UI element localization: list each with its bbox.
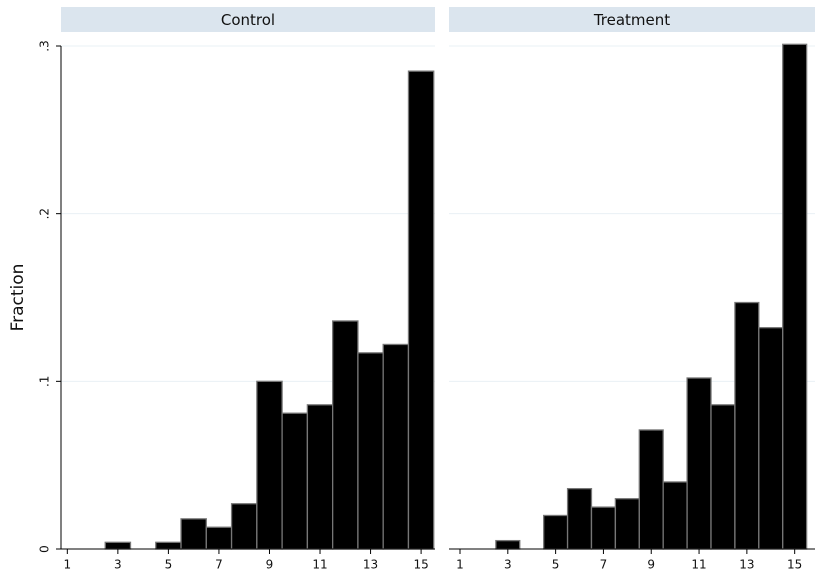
x-tick-label: 9 (647, 558, 655, 572)
x-tick-label: 13 (363, 558, 378, 572)
bar (230, 503, 258, 550)
x-tick-label: 5 (552, 558, 560, 572)
bar (332, 320, 359, 550)
bar (104, 541, 132, 550)
x-tick-label: 3 (504, 558, 512, 572)
y-tick-label: .3 (38, 40, 52, 51)
bar (782, 43, 808, 550)
x-tick-label: 3 (114, 558, 122, 572)
bar (155, 541, 182, 550)
bar (382, 343, 410, 550)
bar (590, 506, 617, 550)
panel-title: Control (221, 11, 275, 29)
bar (281, 412, 309, 550)
bar (543, 514, 569, 550)
bar (407, 70, 435, 550)
bar (614, 498, 640, 550)
x-tick-label: 15 (787, 558, 802, 572)
x-tick-label: 7 (215, 558, 223, 572)
x-tick-label: 7 (600, 558, 608, 572)
bar (256, 380, 283, 550)
x-tick-label: 5 (165, 558, 173, 572)
x-tick-label: 1 (456, 558, 464, 572)
x-tick-label: 13 (739, 558, 754, 572)
panel-title: Treatment (593, 11, 670, 29)
bar (180, 518, 207, 550)
bar (638, 429, 664, 550)
bar (357, 352, 384, 550)
x-tick-label: 11 (312, 558, 327, 572)
bar (686, 377, 712, 550)
bar (566, 487, 593, 550)
x-tick-label: 11 (691, 558, 706, 572)
panel-header (449, 7, 815, 32)
x-tick-label: 15 (413, 558, 428, 572)
y-tick-label: .2 (38, 208, 52, 219)
y-tick-label: 0 (38, 545, 52, 553)
bar (495, 539, 521, 550)
bar (662, 481, 688, 550)
bar (758, 327, 784, 550)
panel-header (61, 7, 435, 32)
bar (306, 404, 334, 550)
bar (205, 526, 233, 550)
x-tick-label: 9 (266, 558, 274, 572)
bar (710, 404, 736, 550)
y-tick-label: .1 (38, 376, 52, 387)
bar (734, 301, 760, 550)
y-axis-label: Fraction (8, 264, 28, 332)
x-tick-label: 1 (63, 558, 71, 572)
